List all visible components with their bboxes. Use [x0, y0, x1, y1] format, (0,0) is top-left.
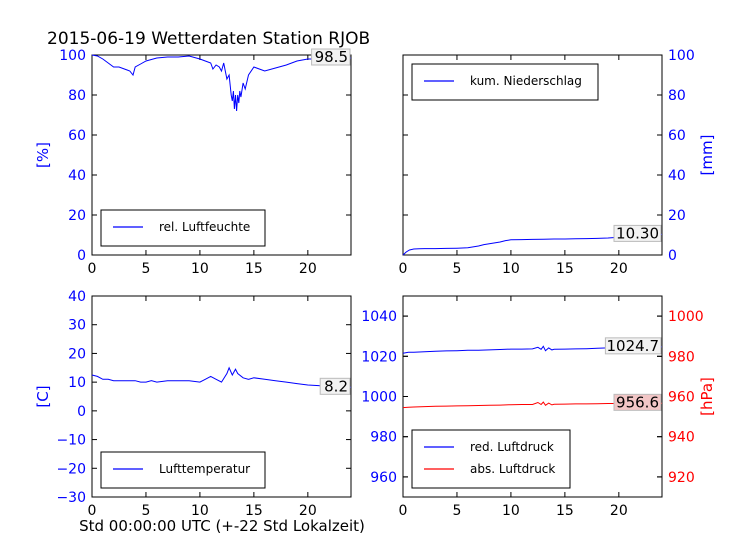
value-annotation: 956.6	[616, 393, 659, 411]
y-tick-label: 100	[59, 48, 86, 64]
series-line	[402, 401, 662, 409]
x-tick-label: 10	[502, 503, 520, 519]
x-tick-label: 10	[191, 261, 209, 277]
legend-box	[100, 209, 266, 247]
legend-label: red. Luftdruck	[470, 440, 554, 454]
x-tick-label: 5	[452, 261, 461, 277]
y-tick-label: 20	[668, 208, 686, 224]
y-tick-label: 940	[668, 430, 695, 446]
x-tick-label: 5	[141, 503, 150, 519]
x-axis-label: Std 00:00:00 UTC (+-22 Std Lokalzeit)	[79, 517, 365, 535]
y-tick-label: 40	[68, 289, 86, 305]
x-tick-label: 10	[502, 261, 520, 277]
y-tick-label: 40	[68, 168, 86, 184]
y-tick-label: 0	[77, 404, 86, 420]
y-tick-label: 1000	[361, 390, 397, 406]
y-tick-label: 40	[668, 168, 686, 184]
value-annotation-box	[613, 224, 662, 242]
y-tick-label: 80	[68, 88, 86, 104]
x-tick-label: 0	[88, 503, 97, 519]
value-annotation: 8.2	[324, 377, 348, 395]
y-tick-label: 10	[68, 375, 86, 391]
legend-label: abs. Luftdruck	[470, 462, 555, 476]
figure-title: 2015-06-19 Wetterdaten Station RJOB	[47, 29, 370, 49]
y-tick-label: 60	[668, 128, 686, 144]
x-tick-label: 15	[245, 261, 263, 277]
legend-box	[100, 451, 266, 489]
y-tick-label: 980	[370, 430, 397, 446]
legend: kum. Niederschlag	[411, 63, 599, 101]
value-annotation-box	[319, 377, 351, 395]
x-tick-label: 5	[452, 503, 461, 519]
y-tick-label: −10	[56, 433, 86, 449]
y-tick-label: 960	[668, 390, 695, 406]
y-tick-label: 0	[77, 248, 86, 264]
value-annotation-box	[604, 337, 662, 355]
value-annotation: 98.5	[315, 48, 348, 66]
x-tick-label: 20	[299, 261, 317, 277]
y-tick-label: 80	[668, 88, 686, 104]
y-tick-label: 1000	[668, 309, 704, 325]
legend-box	[411, 429, 571, 489]
y-tick-label: 0	[668, 248, 677, 264]
y-tick-label: 100	[668, 48, 695, 64]
value-annotation-box	[613, 393, 662, 411]
x-tick-label: 15	[556, 261, 574, 277]
y-tick-label: 960	[370, 470, 397, 486]
y-tick-label: −20	[56, 461, 86, 477]
x-tick-label: 5	[141, 261, 150, 277]
y-tick-label: 1020	[361, 349, 397, 365]
chart-panel-top-right: 0 5 10 15 20 0 20 40 60 80 100 [mm] 10.30 kum. Nieder…	[399, 48, 716, 277]
legend: Lufttemperatur	[100, 451, 266, 489]
series-line	[91, 366, 351, 388]
value-annotation: 1024.7	[607, 337, 660, 355]
y-tick-label: 20	[68, 208, 86, 224]
x-tick-label: 0	[399, 261, 408, 277]
y-axis-label: [hPa]	[698, 377, 716, 416]
y-axis-label: [C]	[34, 385, 52, 407]
legend-label: kum. Niederschlag	[470, 74, 582, 88]
x-tick-label: 0	[88, 261, 97, 277]
y-axis-label: [%]	[34, 142, 52, 168]
x-tick-label: 15	[245, 503, 263, 519]
value-annotation: 10.30	[616, 224, 659, 242]
x-tick-label: 20	[299, 503, 317, 519]
legend-label: Lufttemperatur	[159, 462, 250, 476]
legend: red. Luftdruck abs. Luftdruck	[411, 429, 571, 489]
series-line	[402, 233, 663, 256]
x-tick-label: 10	[191, 503, 209, 519]
y-tick-label: 60	[68, 128, 86, 144]
chart-panel-bottom-right: 0 5 10 15 20 960 980 1000 1020 1040 920 940 960 980 10…	[361, 295, 716, 519]
y-tick-label: 920	[668, 470, 695, 486]
x-tick-label: 20	[610, 503, 628, 519]
x-tick-label: 20	[610, 261, 628, 277]
value-annotation-box	[311, 48, 351, 66]
y-tick-label: 980	[668, 349, 695, 365]
y-tick-label: −30	[56, 490, 86, 506]
y-axis-label: [mm]	[698, 135, 716, 176]
chart-panel-bottom-left: 0 5 10 15 20 −30 −20 −10 0 10 20 30 40 [C] 8.2 Lufttemp…	[34, 289, 352, 519]
series-line	[91, 54, 351, 112]
y-tick-label: 1040	[361, 309, 397, 325]
legend-box	[411, 63, 599, 101]
y-tick-label: 20	[68, 346, 86, 362]
chart-panel-top-left: 0 5 10 15 20 0 20 40 60 80 100 [%] 98.5 rel. Luftfeuc…	[34, 48, 352, 277]
x-tick-label: 0	[399, 503, 408, 519]
legend: rel. Luftfeuchte	[100, 209, 266, 247]
legend-label: rel. Luftfeuchte	[159, 220, 250, 234]
x-tick-label: 15	[556, 503, 574, 519]
y-tick-label: 30	[68, 318, 86, 334]
